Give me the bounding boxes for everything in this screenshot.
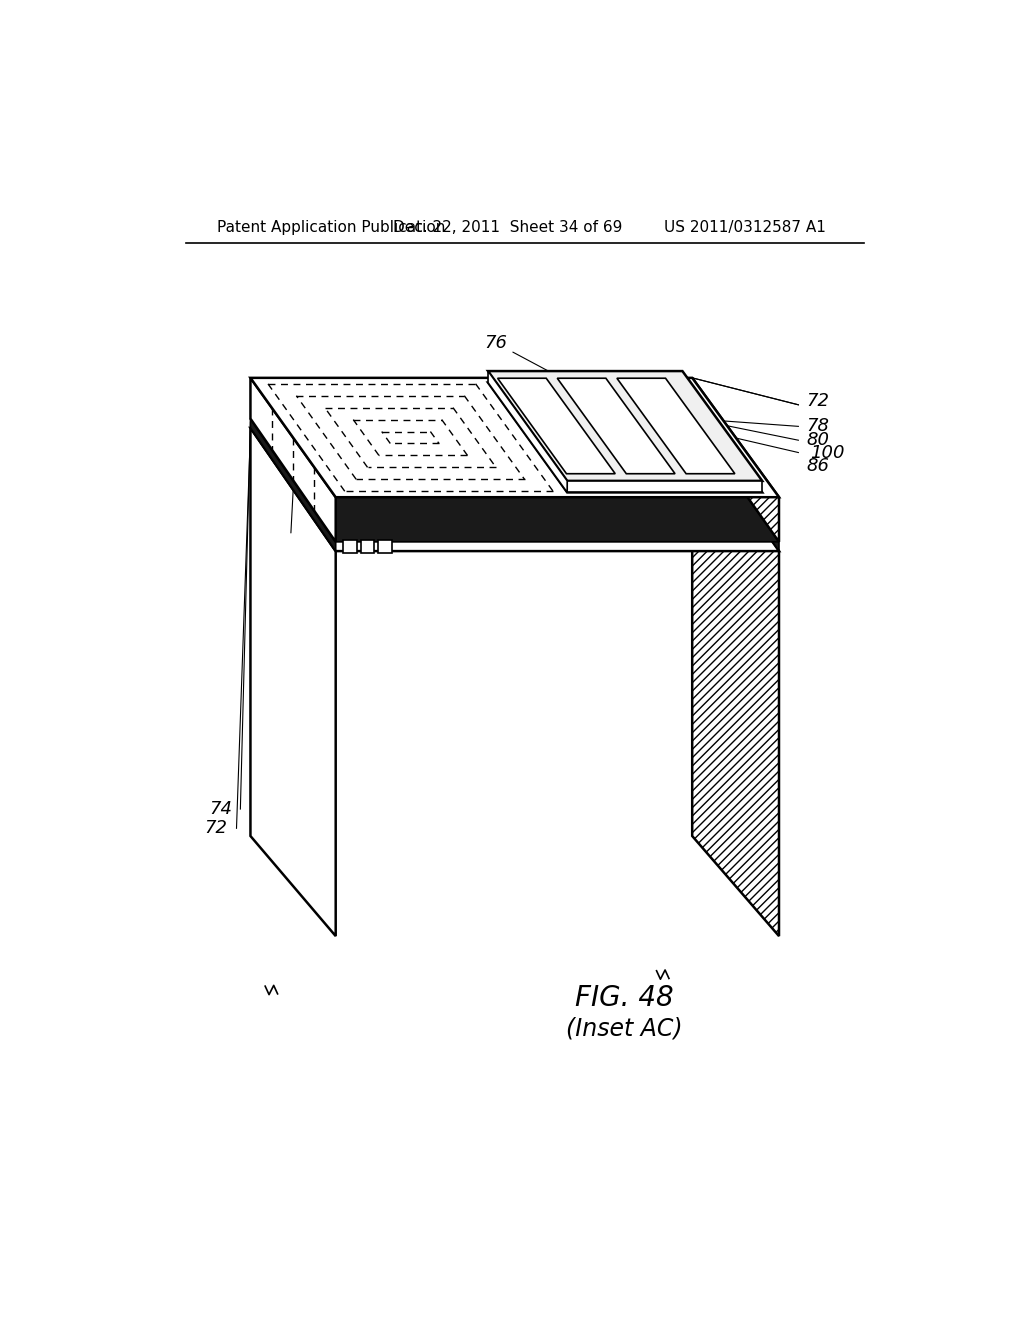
Text: 74: 74 (302, 473, 334, 495)
Polygon shape (488, 371, 567, 492)
Polygon shape (692, 418, 779, 552)
Text: US 2011/0312587 A1: US 2011/0312587 A1 (664, 220, 825, 235)
Text: 80: 80 (806, 432, 829, 449)
Text: Dec. 22, 2011  Sheet 34 of 69: Dec. 22, 2011 Sheet 34 of 69 (393, 220, 623, 235)
Polygon shape (498, 379, 615, 474)
Polygon shape (488, 371, 762, 480)
Text: 72: 72 (204, 820, 227, 837)
Polygon shape (251, 418, 336, 552)
Polygon shape (251, 418, 779, 543)
Polygon shape (692, 428, 779, 936)
Polygon shape (251, 428, 779, 552)
Text: Patent Application Publication: Patent Application Publication (217, 220, 445, 235)
Polygon shape (557, 379, 675, 474)
Text: 86: 86 (806, 458, 829, 475)
Text: 131: 131 (432, 388, 471, 407)
Text: 74: 74 (210, 800, 232, 818)
Text: FIG. 48: FIG. 48 (574, 983, 674, 1011)
Polygon shape (343, 540, 357, 553)
Polygon shape (488, 383, 762, 492)
Polygon shape (616, 379, 735, 474)
Text: 72: 72 (806, 392, 829, 411)
Text: 100: 100 (810, 444, 845, 462)
Text: (Inset AC): (Inset AC) (565, 1016, 682, 1040)
Polygon shape (692, 378, 779, 543)
Polygon shape (567, 480, 762, 492)
Polygon shape (251, 378, 779, 498)
Text: 76: 76 (484, 334, 592, 395)
Polygon shape (360, 540, 375, 553)
Polygon shape (378, 540, 391, 553)
Text: 130: 130 (278, 454, 312, 533)
Text: 78: 78 (806, 417, 829, 436)
Polygon shape (251, 428, 336, 936)
Polygon shape (251, 378, 336, 543)
Text: 130: 130 (407, 404, 447, 421)
